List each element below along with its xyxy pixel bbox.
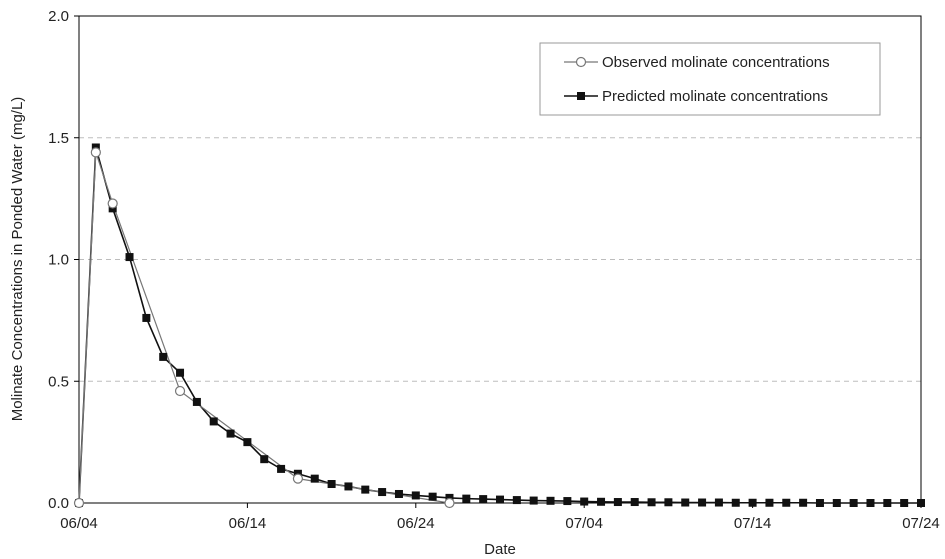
predicted-point [192,397,201,406]
y-axis-title: Molinate Concentrations in Ponded Water … [9,97,26,422]
predicted-point [630,498,639,507]
legend-items: Observed molinate concentrations Predicte… [564,54,830,105]
x-tick-label: 07/24 [902,515,940,532]
predicted-point [900,499,909,507]
x-tick-label: 06/04 [60,515,98,532]
predicted-point [310,474,319,483]
y-tick-label: 0.5 [48,373,69,390]
predicted-point [731,498,740,507]
predicted-point [479,495,488,504]
predicted-point [647,498,656,507]
predicted-point [327,480,336,489]
predicted-point [378,488,387,497]
observed-point [107,198,118,209]
predicted-point [209,417,218,426]
predicted-point [748,498,757,507]
predicted-point [344,482,353,491]
observed-point [444,497,455,509]
y-axis-ticks: 0.0 0.5 1.0 1.5 2.0 [48,8,79,512]
predicted-point [681,498,690,507]
predicted-point [698,498,707,507]
predicted-point [428,492,437,501]
predicted-point [563,497,572,506]
predicted-point [597,497,606,506]
predicted-point [765,498,774,507]
predicted-point [849,499,858,507]
predicted-point [159,352,168,361]
gridlines [79,137,921,382]
y-tick-label: 2.0 [48,8,69,25]
legend-box [539,42,881,116]
predicted-point [799,498,808,507]
predicted-point [445,493,454,502]
predicted-point [580,497,589,506]
series-layer [73,143,925,509]
predicted-point [142,313,151,322]
observed-point [90,147,101,158]
predicted-point [613,498,622,507]
predicted-point [664,498,673,507]
x-tick-label: 07/04 [565,515,603,532]
x-axis-ticks: 06/04 06/14 06/24 07/04 07/14 07/24 [60,503,940,532]
observed-point [292,473,304,484]
predicted-point [714,498,723,507]
predicted-point [866,499,875,507]
series-line [78,152,450,504]
x-tick-label: 06/14 [229,515,267,532]
y-tick-label: 1.5 [48,130,69,147]
predicted-point [125,253,134,262]
y-tick-label: 1.0 [48,252,69,269]
predicted-point [546,496,555,505]
predicted-point [512,496,521,505]
predicted-point [243,438,252,447]
observed-point [174,385,186,397]
legend-marker-square [577,92,585,100]
predicted-point [361,485,370,494]
series-line [78,147,921,504]
legend-marker-circle [575,56,587,68]
predicted-point [782,498,791,507]
legend: Observed molinate concentrations Predicte… [539,42,881,116]
predicted-point [883,499,892,507]
predicted-point [832,499,841,507]
predicted-point [529,496,538,505]
predicted-point [815,499,824,507]
x-tick-label: 07/14 [734,515,772,532]
predicted-point [277,464,286,473]
predicted-point [496,495,504,504]
x-axis-title: Date [484,541,516,558]
y-tick-label: 0.0 [48,495,69,512]
predicted-point [226,429,235,438]
x-tick-label: 06/24 [397,515,435,532]
predicted-point [917,499,925,507]
predicted-point [260,455,269,464]
observed-point [73,497,85,509]
predicted-point [176,368,185,377]
predicted-point [411,491,420,500]
predicted-point [394,489,403,498]
legend-label: Predicted molinate concentrations [602,88,828,105]
predicted-point [462,494,471,503]
legend-label: Observed molinate concentrations [602,54,830,71]
